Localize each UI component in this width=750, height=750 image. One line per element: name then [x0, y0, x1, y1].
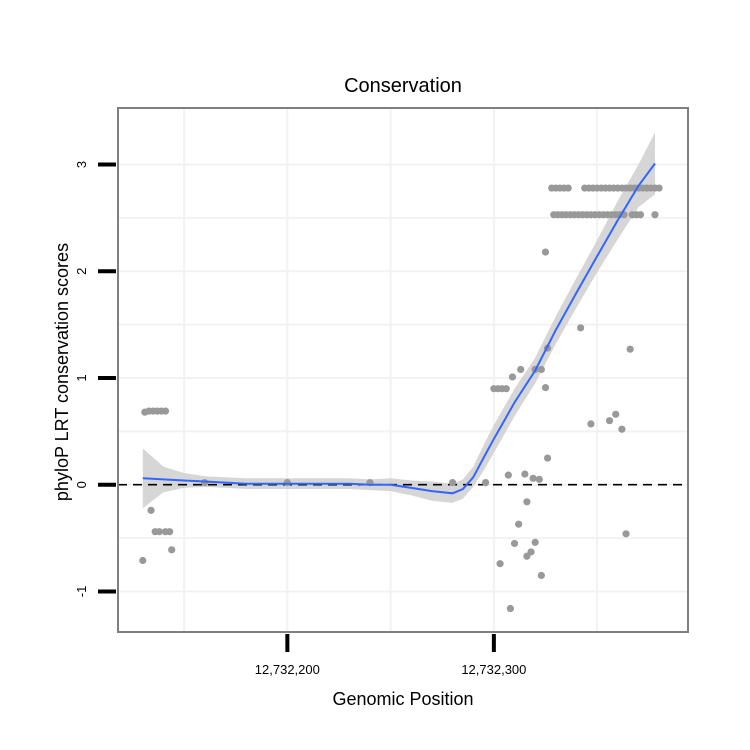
- data-point: [651, 211, 659, 219]
- data-point: [508, 373, 517, 381]
- trend-line: [142, 162, 656, 495]
- y-axis: -1 0 1 2 3: [74, 161, 116, 597]
- y-tick-label: 2: [74, 268, 89, 275]
- data-point: [515, 520, 523, 528]
- data-point: [168, 546, 176, 554]
- plot-area: [118, 108, 688, 632]
- data-point: [506, 604, 514, 613]
- data-point: [523, 498, 531, 506]
- x-axis: 12,732,200 12,732,300: [255, 634, 526, 677]
- data-point: [618, 425, 626, 433]
- data-point: [655, 184, 663, 192]
- data-point: [577, 324, 585, 332]
- plot-border: [117, 107, 689, 633]
- data-point: [496, 560, 504, 568]
- data-point: [504, 471, 512, 479]
- x-axis-label: Genomic Position: [332, 689, 473, 709]
- data-point: [541, 384, 550, 392]
- data-point: [482, 478, 490, 487]
- trend-curve: [142, 162, 656, 495]
- y-tick-label: -1: [74, 586, 89, 598]
- data-point: [283, 478, 291, 487]
- data-point: [543, 454, 552, 462]
- y-axis-label: phyloP LRT conservation scores: [52, 243, 72, 501]
- data-point: [605, 417, 614, 425]
- data-point: [502, 385, 510, 393]
- data-point: [510, 539, 519, 548]
- data-point: [147, 506, 155, 514]
- data-point: [166, 528, 174, 536]
- data-point: [612, 410, 620, 418]
- data-point: [531, 538, 539, 546]
- data-point: [529, 474, 537, 482]
- data-point: [161, 407, 170, 415]
- plot-frame: [117, 107, 689, 633]
- data-point: [564, 184, 572, 192]
- data-point: [636, 211, 645, 219]
- plot-background: [118, 108, 688, 632]
- x-tick-label: 12,732,300: [461, 662, 526, 677]
- chart-title: Conservation: [344, 75, 462, 97]
- y-tick-label: 0: [74, 481, 89, 488]
- data-point: [537, 571, 545, 580]
- data-point: [535, 475, 543, 483]
- grid-lines: [118, 108, 688, 632]
- data-point: [537, 365, 545, 374]
- data-point: [527, 548, 535, 556]
- data-point: [139, 556, 147, 565]
- y-tick-label: 1: [74, 374, 89, 381]
- data-point: [626, 345, 634, 353]
- data-point: [517, 365, 525, 374]
- data-point: [521, 470, 529, 478]
- data-point: [541, 248, 550, 256]
- x-tick-label: 12,732,200: [255, 662, 320, 677]
- y-tick-label: 3: [74, 161, 89, 168]
- data-point: [587, 420, 595, 428]
- data-point: [622, 530, 630, 538]
- data-point: [155, 528, 163, 536]
- data-point: [448, 478, 457, 487]
